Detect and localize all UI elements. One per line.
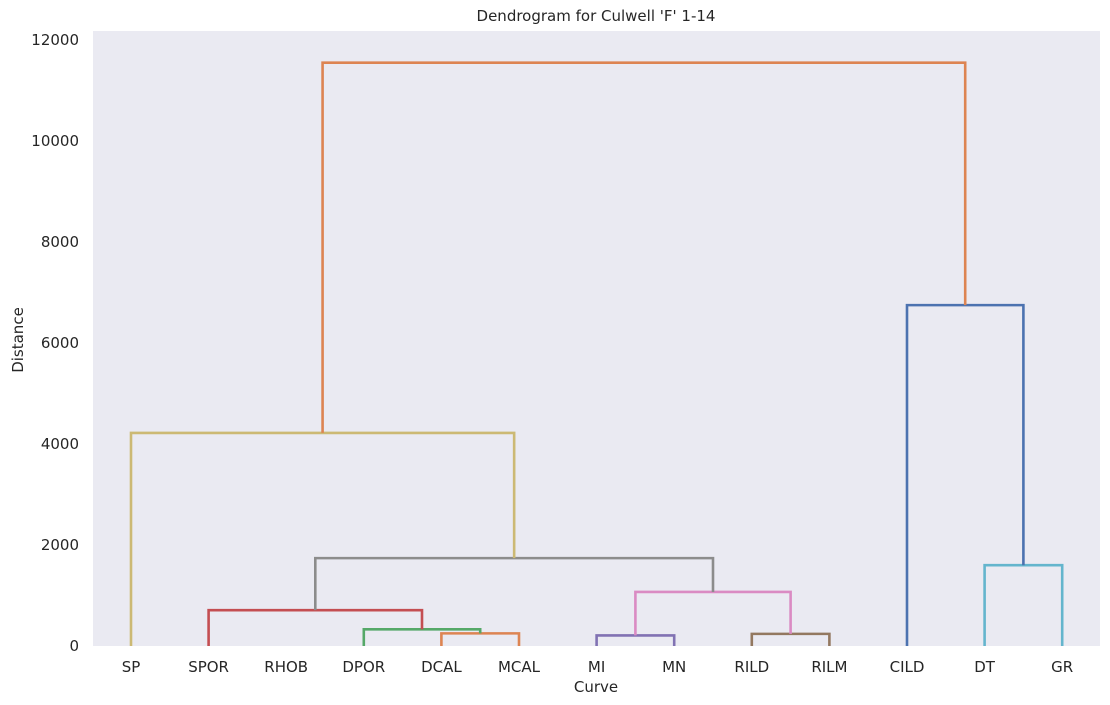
leaf-label: MCAL — [498, 658, 541, 676]
dendrogram-link — [321, 61, 967, 433]
y-tick-label: 4000 — [41, 435, 79, 453]
leaf-label: MN — [662, 658, 686, 676]
leaf-label: RHOB — [264, 658, 308, 676]
leaf-label: RILM — [811, 658, 847, 676]
leaf-label: MI — [588, 658, 605, 676]
y-tick-labels: 0 2000 4000 6000 8000 10000 12000 — [31, 31, 79, 655]
x-tick-labels: SP SPOR RHOB DPOR DCAL MCAL MI MN RILD RILM CILD DT… — [122, 658, 1074, 676]
y-tick-label: 2000 — [41, 536, 79, 554]
plot-background — [93, 31, 1100, 646]
y-tick-label: 6000 — [41, 334, 79, 352]
leaf-label: RILD — [734, 658, 769, 676]
leaf-label: DPOR — [342, 658, 385, 676]
leaf-label: SP — [122, 658, 141, 676]
y-axis-label: Distance — [9, 307, 27, 373]
y-tick-label: 0 — [69, 637, 79, 655]
leaf-label: SPOR — [188, 658, 229, 676]
x-axis-label: Curve — [574, 678, 618, 696]
y-tick-label: 8000 — [41, 233, 79, 251]
leaf-label: DCAL — [421, 658, 462, 676]
leaf-label: DT — [974, 658, 996, 676]
leaf-label: GR — [1051, 658, 1073, 676]
y-tick-label: 12000 — [31, 31, 79, 49]
y-tick-label: 10000 — [31, 132, 79, 150]
chart-title: Dendrogram for Culwell 'F' 1-14 — [477, 7, 716, 25]
dendrogram-links — [129, 61, 1064, 646]
leaf-label: CILD — [890, 658, 925, 676]
